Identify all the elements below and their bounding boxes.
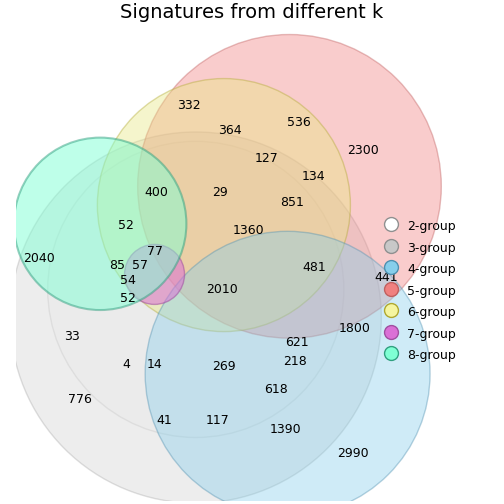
Text: 1360: 1360 <box>232 224 264 237</box>
Text: 400: 400 <box>145 186 168 200</box>
Text: 33: 33 <box>64 330 80 343</box>
Text: 29: 29 <box>212 186 228 200</box>
Text: 218: 218 <box>283 355 307 368</box>
Title: Signatures from different k: Signatures from different k <box>120 3 384 22</box>
Text: 364: 364 <box>218 123 241 137</box>
Text: 54: 54 <box>120 274 136 287</box>
Text: 2040: 2040 <box>23 252 55 265</box>
Circle shape <box>97 79 350 332</box>
Text: 77: 77 <box>147 245 162 259</box>
Circle shape <box>10 132 382 503</box>
Text: 481: 481 <box>302 262 326 274</box>
Text: 621: 621 <box>285 336 309 349</box>
Text: 851: 851 <box>280 196 304 209</box>
Text: 536: 536 <box>287 116 311 129</box>
Text: 127: 127 <box>255 152 279 165</box>
Circle shape <box>124 244 184 304</box>
Text: 4: 4 <box>122 358 131 371</box>
Text: 41: 41 <box>156 414 172 427</box>
Text: 332: 332 <box>177 99 201 112</box>
Text: 85: 85 <box>109 259 125 272</box>
Text: 134: 134 <box>302 170 326 183</box>
Text: 776: 776 <box>68 393 92 406</box>
Circle shape <box>48 141 344 437</box>
Text: 1800: 1800 <box>339 322 371 335</box>
Text: 52: 52 <box>120 292 136 305</box>
Text: 14: 14 <box>147 358 162 371</box>
Text: 441: 441 <box>374 271 398 284</box>
Circle shape <box>138 34 442 338</box>
Legend: 2-group, 3-group, 4-group, 5-group, 6-group, 7-group, 8-group: 2-group, 3-group, 4-group, 5-group, 6-gr… <box>381 215 460 366</box>
Text: 269: 269 <box>212 360 236 373</box>
Circle shape <box>145 231 430 504</box>
Text: 52: 52 <box>118 219 135 232</box>
Text: 1390: 1390 <box>270 423 301 436</box>
Text: 57: 57 <box>133 259 149 272</box>
Text: 618: 618 <box>265 383 288 396</box>
Circle shape <box>14 138 186 310</box>
Text: 2010: 2010 <box>206 283 238 296</box>
Text: 2990: 2990 <box>337 447 369 460</box>
Text: 2300: 2300 <box>347 144 379 157</box>
Text: 117: 117 <box>206 414 229 427</box>
